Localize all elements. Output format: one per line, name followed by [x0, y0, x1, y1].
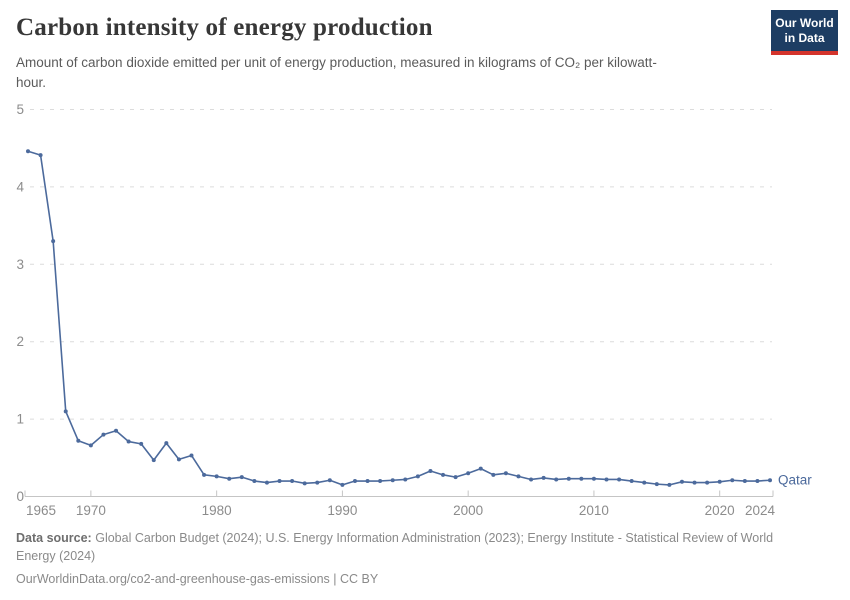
- data-point: [126, 439, 131, 444]
- data-point: [503, 471, 508, 476]
- data-point: [239, 475, 244, 480]
- x-axis-label: 2010: [579, 503, 609, 518]
- data-point: [403, 477, 408, 482]
- data-point: [768, 478, 772, 483]
- data-point: [705, 480, 710, 485]
- data-point: [579, 476, 584, 481]
- data-point: [617, 477, 622, 482]
- data-point: [227, 476, 232, 481]
- series-label-qatar: Qatar: [778, 473, 812, 488]
- x-axis-label: 2020: [705, 503, 735, 518]
- data-point: [453, 475, 458, 480]
- data-point: [352, 479, 357, 484]
- data-point: [101, 432, 106, 437]
- data-point: [139, 441, 144, 446]
- data-point: [390, 478, 395, 483]
- data-point: [554, 477, 559, 482]
- data-point: [252, 479, 257, 484]
- y-axis-label: 1: [16, 412, 24, 427]
- data-point: [730, 478, 735, 483]
- data-point: [441, 472, 446, 477]
- data-point: [692, 480, 697, 485]
- x-axis-label: 1990: [327, 503, 357, 518]
- x-axis-label: 1980: [202, 503, 232, 518]
- data-point: [604, 477, 609, 482]
- logo-line-1: Our World: [775, 16, 834, 30]
- data-point: [327, 478, 332, 483]
- data-source-label: Data source:: [16, 531, 92, 545]
- data-point: [717, 479, 722, 484]
- data-point: [51, 239, 56, 244]
- chart-title: Carbon intensity of energy production: [16, 14, 433, 41]
- data-point: [202, 472, 207, 477]
- y-axis-label: 3: [16, 257, 24, 272]
- y-axis-label: 0: [16, 489, 24, 504]
- data-point: [365, 479, 370, 484]
- data-point: [478, 466, 483, 471]
- data-point: [302, 481, 307, 486]
- y-axis-label: 5: [16, 102, 24, 117]
- x-axis-label: 2024: [745, 503, 776, 518]
- owid-logo: Our World in Data: [771, 10, 838, 55]
- data-source-line: Data source: Global Carbon Budget (2024)…: [16, 530, 798, 566]
- data-point: [428, 468, 433, 473]
- data-point: [755, 479, 760, 484]
- data-point: [176, 457, 181, 462]
- data-point: [654, 482, 659, 487]
- data-point: [290, 479, 295, 484]
- data-point: [189, 453, 194, 458]
- chart-subtitle: Amount of carbon dioxide emitted per uni…: [16, 55, 657, 90]
- data-point: [378, 479, 383, 484]
- data-point: [529, 477, 534, 482]
- data-point: [415, 474, 420, 479]
- data-point: [629, 479, 634, 484]
- data-point: [491, 472, 496, 477]
- y-axis-label: 4: [16, 179, 24, 194]
- citation-line: OurWorldinData.org/co2-and-greenhouse-ga…: [16, 571, 379, 586]
- x-axis-label: 1970: [76, 503, 106, 518]
- data-point: [114, 428, 119, 433]
- data-point: [466, 471, 471, 476]
- data-point: [214, 474, 219, 479]
- data-source-text: Global Carbon Budget (2024); U.S. Energy…: [16, 531, 774, 563]
- chart-footer: Data source: Global Carbon Budget (2024)…: [16, 530, 798, 588]
- data-point: [63, 409, 68, 414]
- data-point: [315, 480, 320, 485]
- data-point: [679, 479, 684, 484]
- data-point: [667, 482, 672, 487]
- data-point: [76, 438, 81, 443]
- qatar-series-line: [27, 150, 771, 486]
- data-point: [277, 479, 282, 484]
- data-point: [88, 443, 93, 448]
- data-point: [642, 480, 647, 485]
- data-point: [151, 458, 156, 463]
- logo-line-2: in Data: [784, 31, 825, 45]
- data-point: [26, 149, 30, 154]
- data-point: [566, 476, 571, 481]
- data-point: [340, 482, 345, 487]
- data-point: [541, 475, 546, 480]
- data-point: [591, 476, 596, 481]
- data-point: [38, 153, 43, 158]
- x-axis-label: 1965: [26, 503, 56, 518]
- data-point: [264, 480, 269, 485]
- y-axis-label: 2: [16, 334, 24, 349]
- x-axis-label: 2000: [453, 503, 483, 518]
- data-point: [516, 474, 521, 479]
- data-point: [742, 479, 747, 484]
- data-point: [164, 441, 169, 446]
